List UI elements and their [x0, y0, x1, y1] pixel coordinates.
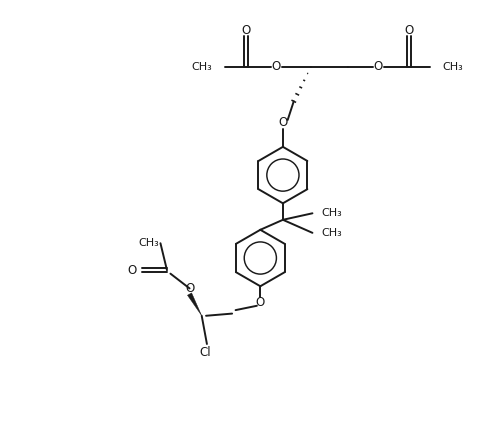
- Text: O: O: [404, 24, 413, 38]
- Polygon shape: [187, 293, 202, 316]
- Text: O: O: [278, 117, 287, 129]
- Text: Cl: Cl: [199, 346, 211, 359]
- Text: O: O: [127, 264, 136, 277]
- Text: O: O: [242, 24, 250, 38]
- Text: O: O: [256, 296, 265, 309]
- Text: O: O: [272, 60, 281, 73]
- Text: CH₃: CH₃: [321, 228, 342, 238]
- Text: CH₃: CH₃: [138, 238, 159, 248]
- Text: O: O: [374, 60, 383, 73]
- Text: O: O: [185, 282, 194, 295]
- Text: CH₃: CH₃: [443, 62, 463, 72]
- Text: CH₃: CH₃: [191, 62, 212, 72]
- Text: CH₃: CH₃: [321, 208, 342, 218]
